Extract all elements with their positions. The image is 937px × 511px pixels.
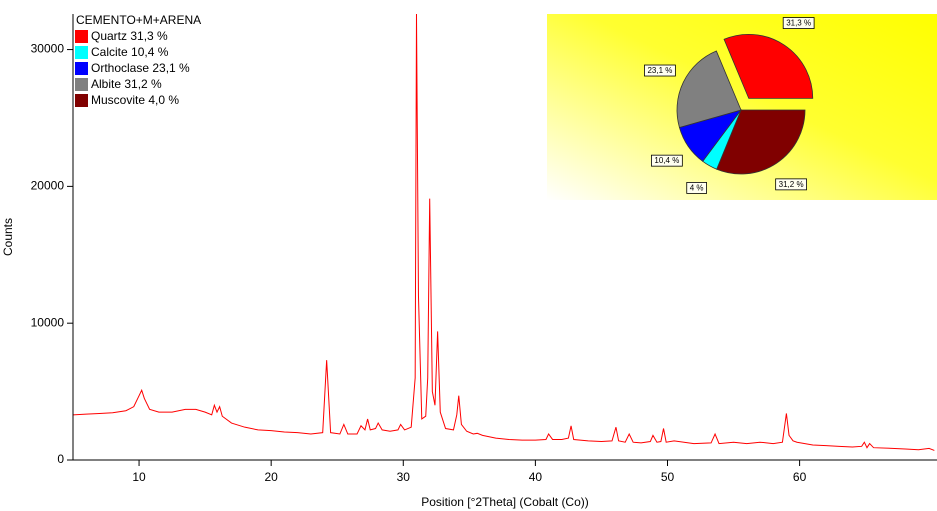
y-tick-label: 10000: [31, 315, 65, 329]
legend-swatch: [75, 46, 88, 59]
legend-swatch: [75, 94, 88, 107]
slice-label-box: [782, 17, 815, 29]
slice-label-box: [686, 182, 707, 194]
pie-slice: [723, 33, 814, 99]
x-tick-label: 30: [397, 470, 411, 484]
slice-label-box: [651, 154, 683, 167]
slice-label-box: [644, 64, 676, 77]
legend-label: Orthoclase 23,1 %: [91, 61, 190, 75]
x-axis-label: Position [°2Theta] (Cobalt (Co)): [421, 495, 589, 509]
x-tick-label: 40: [529, 470, 543, 484]
x-tick-label: 20: [264, 470, 278, 484]
legend-swatch: [75, 62, 88, 75]
legend-swatch: [75, 30, 88, 43]
legend-label: Quartz 31,3 %: [91, 29, 168, 43]
y-axis-label: Counts: [1, 218, 15, 256]
slice-label: 31,2 %: [779, 180, 804, 189]
slice-label: 31,3 %: [786, 19, 811, 28]
legend-label: Albite 31,2 %: [91, 77, 162, 91]
slice-label: 23,1 %: [647, 66, 672, 75]
slice-label-box: [775, 178, 807, 191]
y-tick-label: 30000: [31, 42, 65, 56]
slice-label: 4 %: [690, 183, 704, 192]
x-tick-label: 50: [661, 470, 675, 484]
legend-swatch: [75, 78, 88, 91]
x-tick-label: 10: [132, 470, 146, 484]
slice-label: 10,4 %: [654, 156, 679, 165]
data-line: [73, 14, 935, 451]
y-tick-label: 0: [57, 452, 64, 466]
legend-label: Muscovite 4,0 %: [91, 93, 179, 107]
pie-slice: [716, 109, 806, 175]
legend-label: Calcite 10,4 %: [91, 45, 169, 59]
y-tick-label: 20000: [31, 179, 65, 193]
x-tick-label: 60: [793, 470, 807, 484]
legend-title: CEMENTO+M+ARENA: [76, 13, 201, 27]
pie-slice: [676, 50, 742, 128]
